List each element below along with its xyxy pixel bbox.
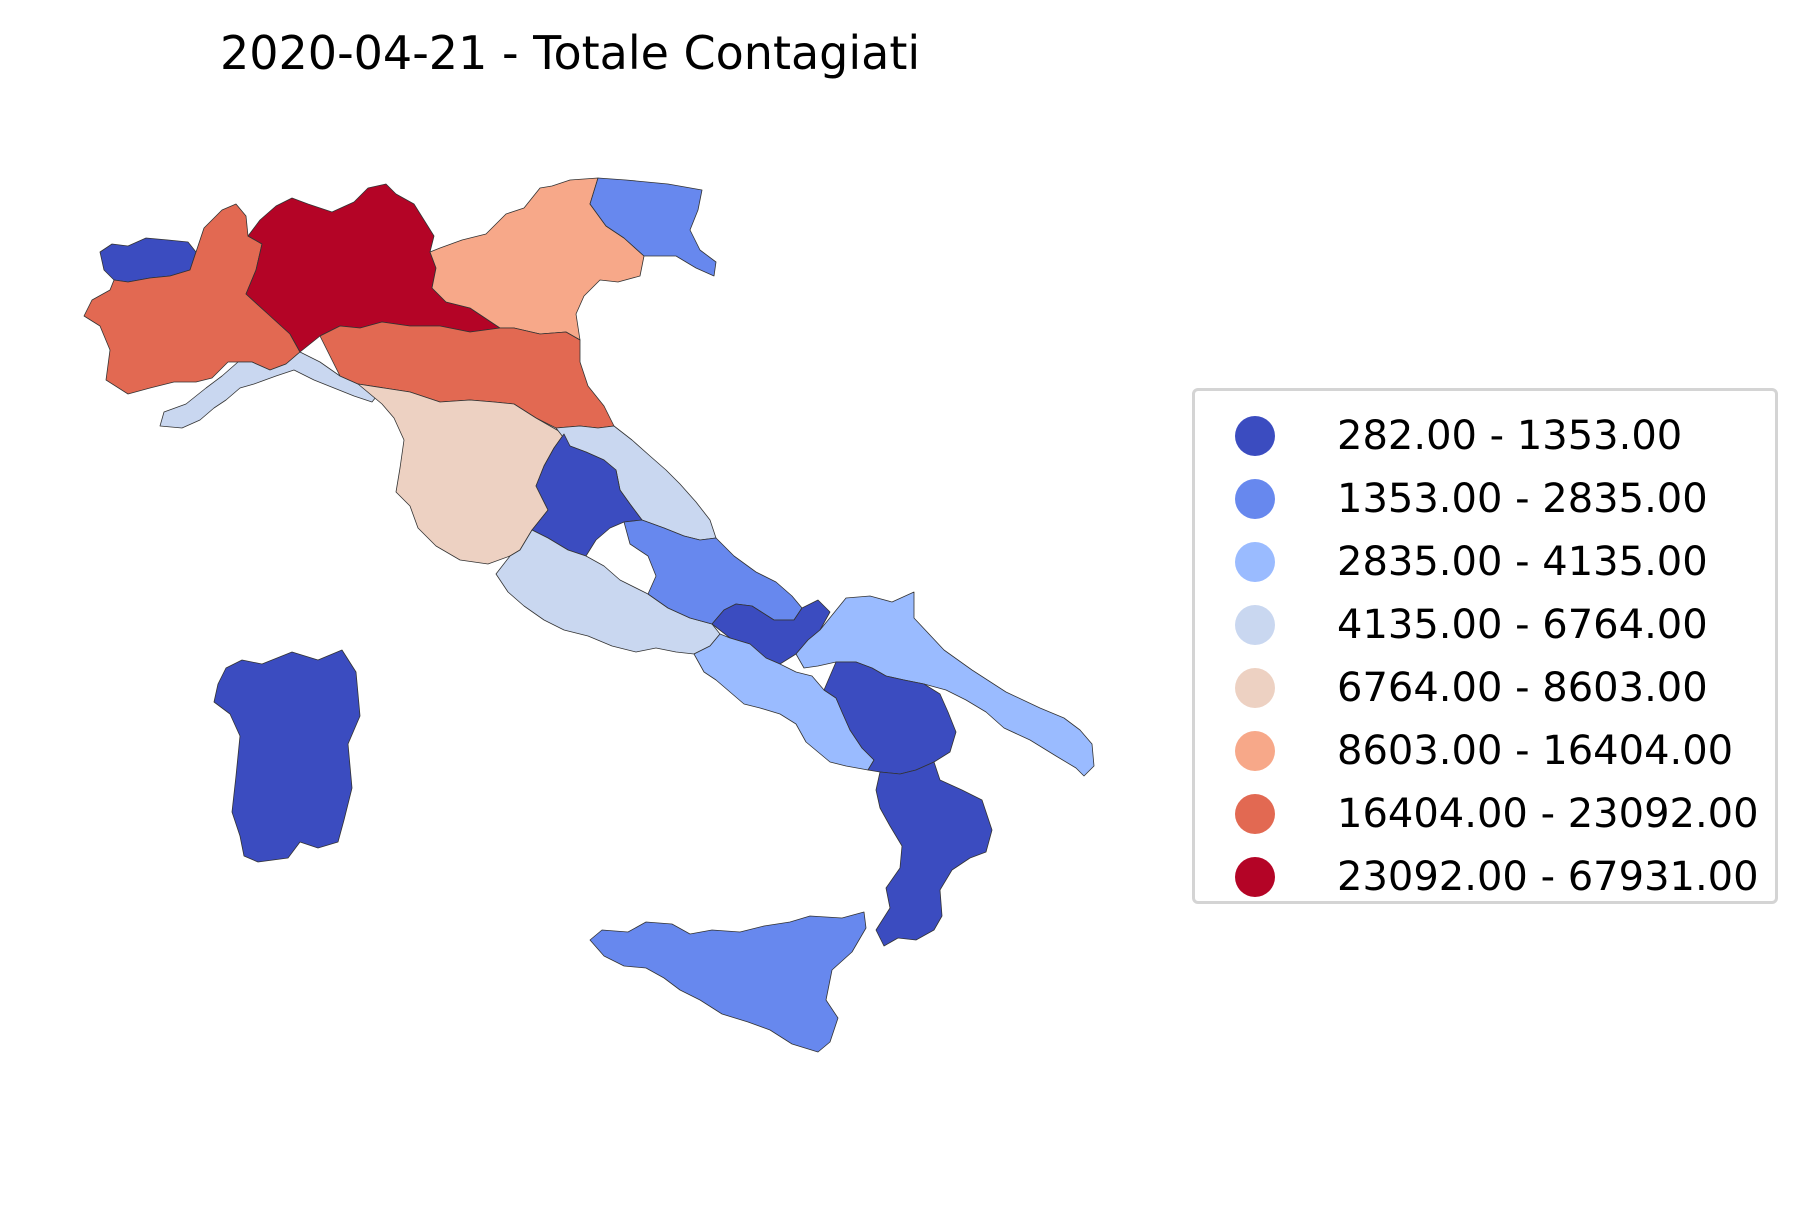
region-friuli[interactable]: Friuli Venezia Giulia [589,177,717,277]
legend-swatch [1235,479,1275,519]
legend-swatch [1235,794,1275,834]
legend-item: 282.00 - 1353.00 [1235,411,1682,461]
legend-swatch [1235,416,1275,456]
region-sicilia[interactable]: Sicilia [589,911,867,1053]
legend-label: 4135.00 - 6764.00 [1337,602,1708,648]
legend-swatch [1235,731,1275,771]
legend-item: 1353.00 - 2835.00 [1235,474,1708,524]
legend-item: 4135.00 - 6764.00 [1235,600,1708,650]
legend-label: 282.00 - 1353.00 [1337,413,1683,459]
legend-swatch [1235,542,1275,582]
legend-label: 23092.00 - 67931.00 [1337,854,1759,900]
legend-item: 23092.00 - 67931.00 [1235,852,1759,902]
map-title: 2020-04-21 - Totale Contagiati [220,26,921,80]
legend-item: 8603.00 - 16404.00 [1235,726,1733,776]
legend-item: 16404.00 - 23092.00 [1235,789,1759,839]
legend-label: 6764.00 - 8603.00 [1337,665,1708,711]
region-calabria[interactable]: Calabria [875,761,993,947]
legend-label: 1353.00 - 2835.00 [1337,476,1708,522]
region-sardegna[interactable]: Sardegna [213,649,361,863]
legend: 282.00 - 1353.00 1353.00 - 2835.00 2835.00… [1192,388,1778,904]
region-veneto[interactable]: Veneto [429,177,645,341]
legend-swatch [1235,857,1275,897]
legend-item: 6764.00 - 8603.00 [1235,663,1708,713]
legend-swatch [1235,668,1275,708]
legend-swatch [1235,605,1275,645]
legend-label: 16404.00 - 23092.00 [1337,791,1759,837]
legend-label: 2835.00 - 4135.00 [1337,539,1708,585]
legend-item: 2835.00 - 4135.00 [1235,537,1708,587]
region-umbria[interactable]: Umbria [531,433,643,557]
legend-label: 8603.00 - 16404.00 [1337,728,1734,774]
